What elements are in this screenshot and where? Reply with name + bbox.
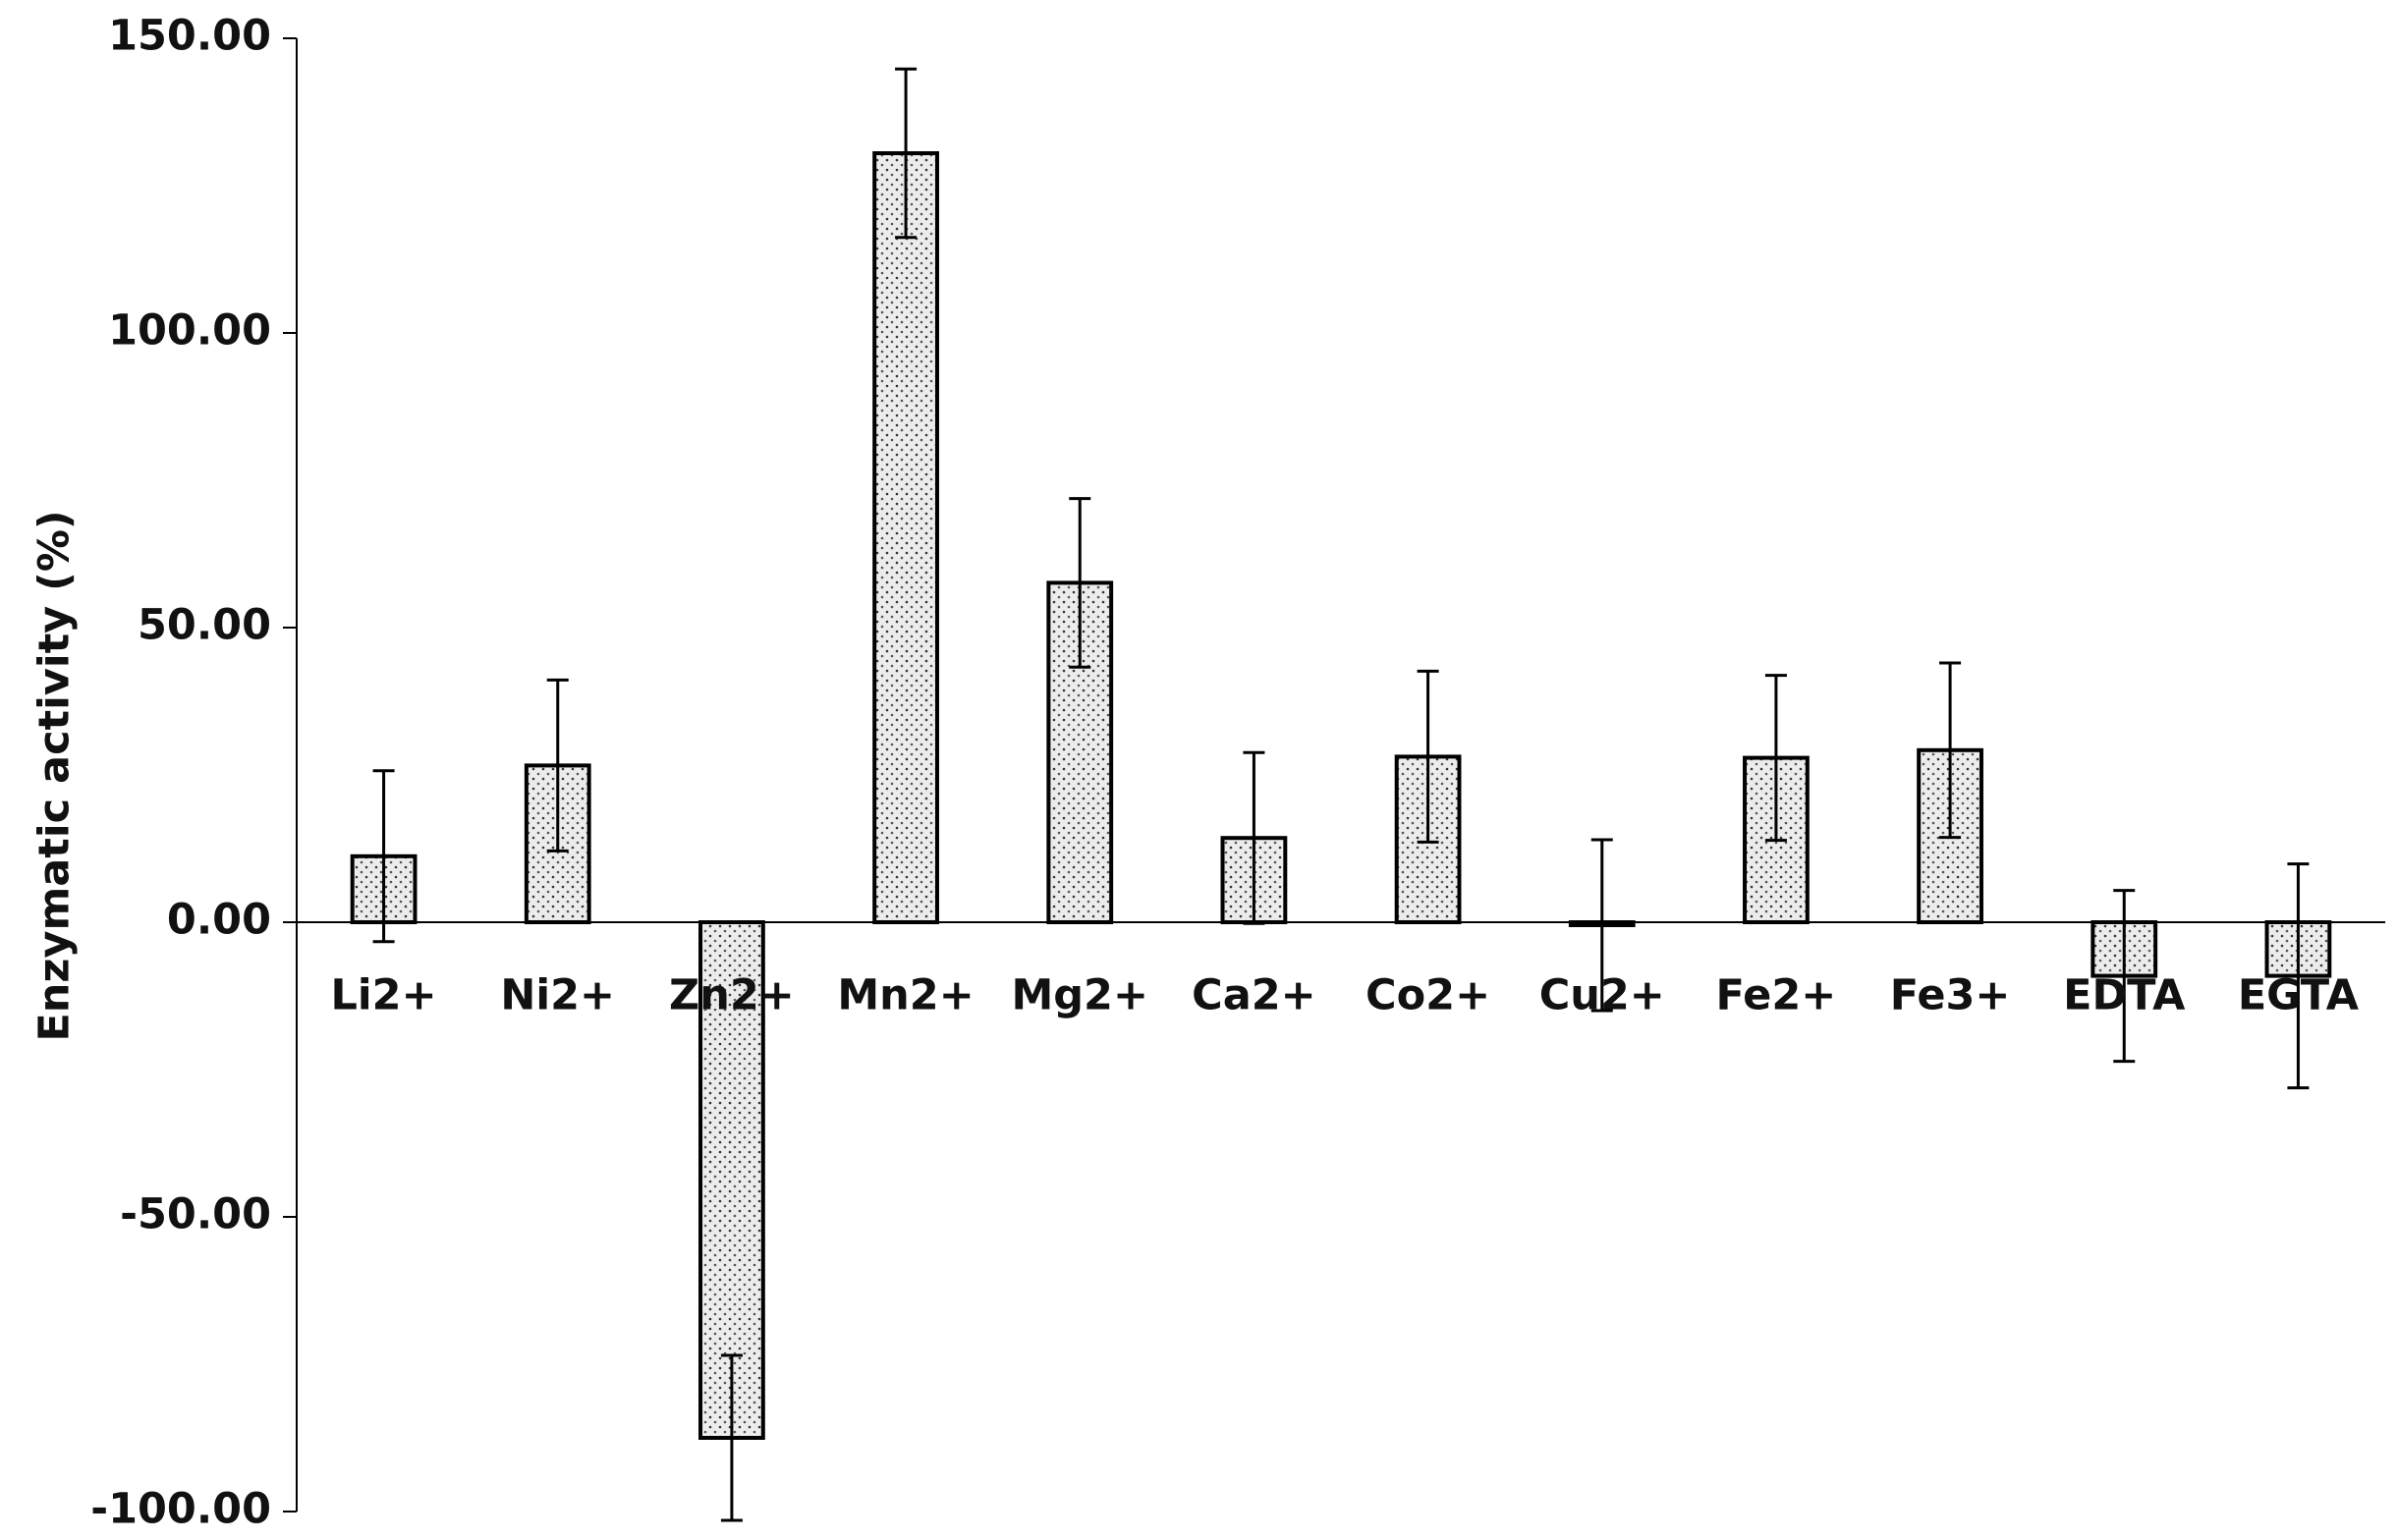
error-bar [546, 678, 569, 852]
bar [1046, 580, 1114, 925]
y-axis-title: Enzymatic activity (%) [30, 510, 80, 1041]
x-tick-label: Fe2+ [1716, 971, 1837, 1020]
error-bar [1590, 838, 1613, 1013]
x-tick-label: Cu2+ [1539, 971, 1665, 1020]
x-tick-label: Mg2+ [1011, 971, 1148, 1020]
x-tick-label: Ca2+ [1192, 971, 1316, 1020]
x-tick-label: EDTA [2063, 971, 2186, 1020]
x-tick-label: EGTA [2238, 971, 2360, 1020]
error-bar [1764, 674, 1787, 843]
error-bar [1417, 669, 1439, 844]
x-tick-label: Co2+ [1366, 971, 1490, 1020]
y-tick-label: 100.00 [108, 306, 271, 356]
y-tick-label: -100.00 [90, 1485, 271, 1534]
error-bar [1939, 661, 1962, 840]
y-tick-label: 50.00 [138, 601, 271, 650]
error-bar [2287, 862, 2310, 1090]
error-bar [2113, 889, 2136, 1064]
bar [872, 151, 939, 924]
x-tick-label: Li2+ [331, 971, 437, 1020]
error-bar [372, 769, 395, 944]
error-bar [1069, 497, 1091, 669]
x-tick-label: Mn2+ [837, 971, 974, 1020]
x-tick-label: Ni2+ [500, 971, 615, 1020]
y-tick-label: 150.00 [108, 12, 271, 61]
error-bar [720, 1353, 743, 1522]
error-bar [1243, 750, 1265, 925]
bar [698, 920, 765, 1440]
error-bar [895, 67, 918, 240]
y-tick-label: -50.00 [120, 1190, 271, 1239]
y-tick-label: 0.00 [167, 896, 271, 945]
x-tick-label: Fe3+ [1890, 971, 2011, 1020]
x-tick-label: Zn2+ [669, 971, 795, 1020]
